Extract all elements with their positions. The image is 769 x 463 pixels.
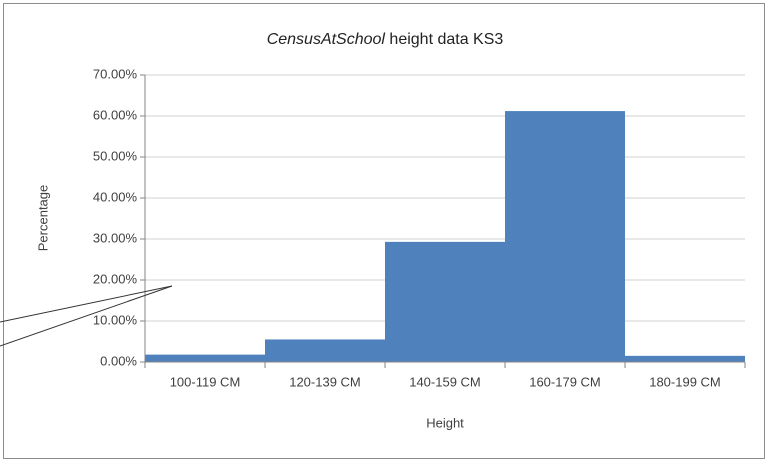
- bar: [505, 111, 625, 362]
- bar: [265, 339, 385, 362]
- x-axis-label: Height: [426, 415, 464, 430]
- y-tick-label: 30.00%: [93, 230, 138, 245]
- callout: [0, 285, 173, 347]
- x-tick-label: 120-139 CM: [289, 374, 361, 389]
- bar: [145, 354, 265, 362]
- bar: [625, 355, 745, 362]
- y-tick-label: 20.00%: [93, 271, 138, 286]
- y-tick-label: 50.00%: [93, 148, 138, 163]
- x-tick-label: 140-159 CM: [409, 374, 481, 389]
- x-tick-label: 160-179 CM: [529, 374, 601, 389]
- x-tick-label: 180-199 CM: [649, 374, 721, 389]
- y-axis-label: Percentage: [35, 185, 50, 252]
- bar: [385, 241, 505, 362]
- chart-border: [3, 3, 765, 459]
- chart-title: CensusAtSchool height data KS3: [267, 31, 504, 48]
- y-tick-label: 60.00%: [93, 107, 138, 122]
- plot-area: 0.00% 10.00% 20.00% 30.00% 40.00% 50.00% 60.00…: [93, 66, 746, 389]
- y-tick-label: 70.00%: [93, 66, 138, 81]
- x-tick-label: 100-119 CM: [170, 374, 241, 389]
- y-tick-label: 0.00%: [100, 353, 137, 368]
- callout-line: [0, 285, 173, 347]
- y-tick-label: 40.00%: [93, 189, 138, 204]
- y-tick-label: 10.00%: [93, 312, 138, 327]
- callout-line: [0, 285, 173, 323]
